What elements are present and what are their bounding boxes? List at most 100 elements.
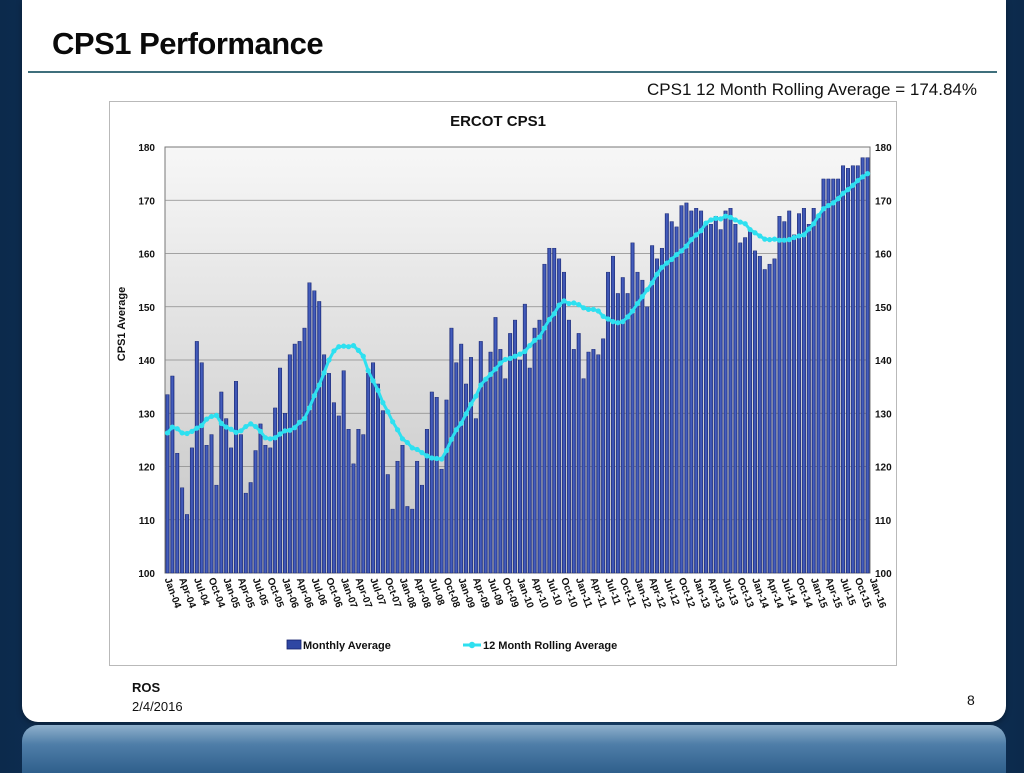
rolling-average-summary: CPS1 12 Month Rolling Average = 174.84% [647, 80, 977, 99]
rolling-average-point [463, 411, 469, 417]
rolling-average-point [669, 256, 675, 262]
bar-monthly-average [821, 178, 826, 574]
bar-monthly-average [415, 460, 420, 574]
rolling-average-point [297, 419, 303, 425]
bar-monthly-average [841, 165, 846, 574]
rolling-average-point [213, 412, 220, 418]
rolling-average-point [458, 420, 464, 426]
rolling-average-point [820, 206, 827, 212]
bar-monthly-average [537, 319, 542, 574]
bar-monthly-average [718, 229, 723, 574]
rolling-average-point [845, 187, 851, 193]
bar-monthly-average [341, 370, 346, 574]
bar-monthly-average [238, 434, 243, 574]
rolling-average-point [169, 424, 175, 430]
bar-monthly-average [659, 247, 664, 574]
y-tick-label-left: 180 [138, 143, 155, 154]
bar-monthly-average [420, 484, 424, 574]
rolling-average-point [659, 264, 665, 270]
bar-monthly-average [405, 506, 410, 574]
rolling-average-point [815, 213, 822, 219]
rolling-average-point [688, 237, 694, 243]
rolling-average-point [864, 171, 871, 177]
rolling-average-point [532, 337, 538, 343]
bar-monthly-average [483, 381, 488, 574]
y-tick-label-right: 160 [875, 250, 892, 261]
bar-monthly-average [713, 216, 718, 574]
rolling-average-point [644, 287, 650, 293]
rolling-average-point [174, 426, 180, 432]
rolling-average-point [360, 353, 366, 359]
bar-monthly-average [782, 221, 787, 574]
bar-monthly-average [287, 354, 292, 574]
rolling-average-point [326, 357, 332, 363]
rolling-average-point [801, 232, 807, 238]
bar-monthly-average [194, 341, 199, 574]
bar-monthly-average [640, 279, 645, 574]
rolling-average-point [610, 319, 616, 325]
rolling-average-point [189, 428, 195, 434]
bar-monthly-average [376, 383, 380, 574]
bar-monthly-average [331, 402, 336, 574]
rolling-average-point [502, 356, 508, 363]
rolling-average-point [649, 280, 655, 286]
bar-monthly-average [219, 391, 224, 574]
rolling-average-point [718, 216, 724, 222]
bar-monthly-average [806, 224, 811, 574]
y-tick-label-left: 170 [138, 196, 155, 207]
y-tick-label-right: 110 [875, 516, 892, 527]
bar-monthly-average [757, 255, 762, 574]
bar-monthly-average [307, 282, 312, 574]
page-number: 8 [967, 692, 975, 708]
rolling-average-point [639, 294, 645, 300]
rolling-average-point [860, 174, 866, 180]
bar-monthly-average [199, 362, 204, 574]
rolling-average-point [830, 200, 836, 206]
bar-monthly-average [185, 514, 189, 574]
y-tick-label-right: 140 [875, 356, 892, 367]
rolling-average-point [605, 316, 611, 322]
rolling-average-point [365, 368, 371, 374]
rolling-average-point [742, 221, 748, 227]
bar-monthly-average [165, 394, 170, 574]
chart-legend: Monthly Average 12 Month Rolling Average [286, 639, 617, 652]
rolling-average-point [277, 431, 283, 437]
bar-monthly-average [645, 306, 650, 574]
rolling-average-point [580, 305, 587, 311]
rolling-average-point [786, 237, 792, 243]
rolling-average-point [204, 416, 210, 422]
bar-monthly-average [473, 418, 478, 574]
rolling-average-point [262, 435, 268, 441]
rolling-average-point [199, 422, 205, 429]
bar-monthly-average [743, 237, 748, 574]
rolling-average-point [585, 306, 592, 313]
bar-monthly-average [258, 423, 263, 574]
rolling-average-point [752, 230, 758, 236]
rolling-average-point [478, 382, 484, 388]
bar-monthly-average [434, 397, 439, 574]
bar-monthly-average [469, 357, 473, 574]
bar-monthly-average [762, 269, 767, 574]
rolling-average-point [223, 424, 229, 430]
rolling-average-point [600, 313, 606, 319]
rolling-average-point [546, 316, 552, 323]
bar-monthly-average [356, 429, 361, 574]
rolling-average-point [468, 401, 474, 407]
legend-bar-swatch [286, 639, 302, 650]
rolling-average-point [796, 233, 802, 239]
rolling-average-point [179, 430, 185, 436]
rolling-average-point [419, 450, 425, 456]
rolling-average-point [394, 427, 401, 433]
rolling-average-point [703, 220, 709, 226]
bar-monthly-average [708, 224, 713, 574]
y-tick-label-right: 170 [875, 196, 892, 207]
rolling-average-point [336, 344, 342, 350]
bar-monthly-average [224, 418, 229, 574]
y-tick-label-left: 150 [138, 303, 155, 314]
footer-label: ROS [132, 680, 161, 695]
rolling-average-point [311, 393, 317, 399]
bar-monthly-average [278, 367, 283, 574]
bar-monthly-average [410, 508, 415, 574]
y-tick-label-left: 110 [139, 516, 156, 527]
rolling-average-point [683, 243, 690, 249]
